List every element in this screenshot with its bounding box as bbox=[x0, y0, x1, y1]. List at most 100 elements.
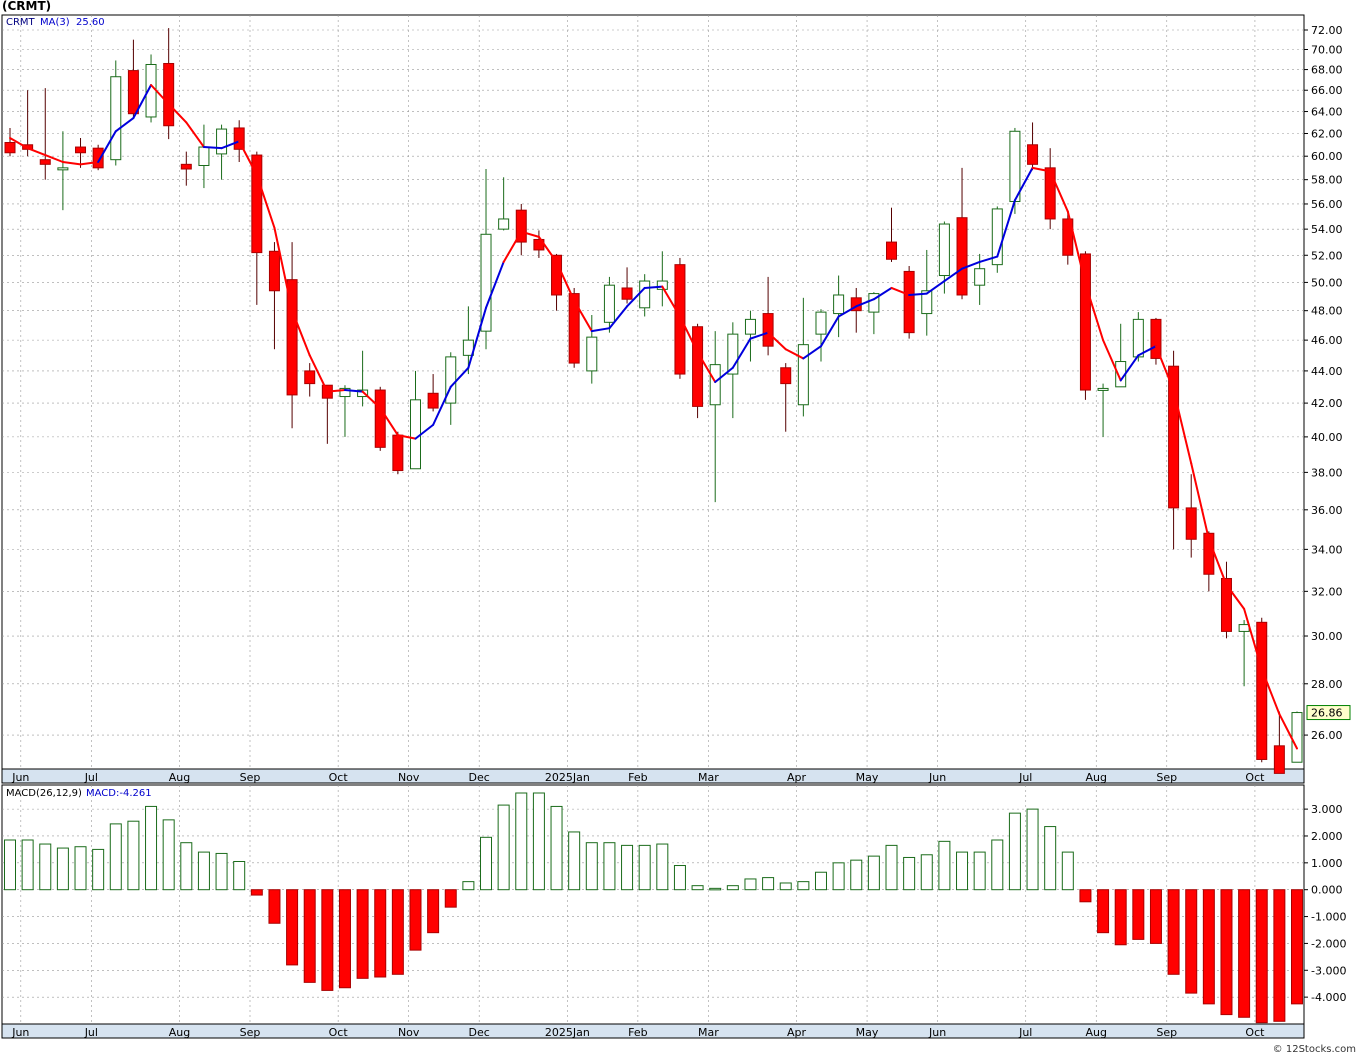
macd-bar bbox=[215, 852, 228, 891]
price-tick-label: 64.00 bbox=[1311, 106, 1343, 119]
ma3-segment bbox=[872, 286, 893, 301]
ma3-segment bbox=[1260, 668, 1281, 716]
candle-body bbox=[1256, 621, 1268, 760]
month-label: Aug bbox=[1086, 771, 1107, 784]
ma3-segment bbox=[291, 309, 311, 357]
macd-date-axis bbox=[1, 1023, 1305, 1039]
macd-bar bbox=[515, 792, 528, 891]
ma3-segment bbox=[414, 423, 435, 440]
month-label: Feb bbox=[628, 771, 647, 784]
macd-bar bbox=[956, 851, 969, 891]
macd-bar bbox=[832, 862, 845, 891]
candle-body bbox=[498, 218, 510, 230]
ma3-segment bbox=[855, 298, 875, 308]
macd-tick-label: -3.000 bbox=[1311, 964, 1346, 977]
macd-bar bbox=[1097, 889, 1110, 934]
month-label: Jun bbox=[928, 1026, 946, 1039]
month-label: Jul bbox=[84, 1026, 98, 1039]
ma3-segment bbox=[943, 267, 964, 283]
candle-body bbox=[339, 387, 351, 398]
macd-bar bbox=[673, 865, 686, 891]
candle-body bbox=[427, 392, 439, 409]
month-label: Sep bbox=[240, 771, 261, 784]
month-label: Oct bbox=[1245, 1026, 1265, 1039]
candle-body bbox=[938, 223, 950, 277]
macd-bar bbox=[1255, 889, 1268, 1024]
candle-body bbox=[762, 313, 774, 347]
macd-bar bbox=[850, 859, 863, 891]
candle-body bbox=[974, 268, 986, 286]
macd-bar bbox=[1149, 889, 1162, 944]
ma3-segment bbox=[784, 348, 805, 360]
ma3-segment bbox=[1031, 166, 1052, 173]
candle-body bbox=[1044, 167, 1056, 220]
macd-bar bbox=[74, 846, 87, 891]
macd-bar bbox=[409, 889, 422, 951]
macd-bar bbox=[532, 792, 545, 891]
macd-bar bbox=[480, 836, 493, 891]
candle-body bbox=[1238, 624, 1250, 632]
candle-body bbox=[1027, 144, 1039, 165]
macd-bar bbox=[39, 843, 52, 891]
macd-bar bbox=[356, 889, 369, 979]
ma3-segment bbox=[379, 407, 399, 437]
price-tick-label: 30.00 bbox=[1311, 630, 1343, 643]
ma3-segment bbox=[802, 345, 822, 360]
price-tick-label: 50.00 bbox=[1311, 276, 1343, 289]
candle-body bbox=[1079, 253, 1091, 391]
macd-legend-label: MACD(26,12,9) bbox=[6, 788, 82, 799]
macd-bar bbox=[991, 839, 1004, 891]
ma3-segment bbox=[1207, 538, 1228, 586]
candle-body bbox=[127, 70, 139, 115]
candle-body bbox=[75, 146, 87, 154]
ma3-segment bbox=[9, 136, 29, 150]
macd-bar bbox=[920, 854, 933, 891]
month-label: May bbox=[856, 1026, 879, 1039]
site-credit: © 12Stocks.com bbox=[1272, 1044, 1356, 1055]
candle-body bbox=[780, 367, 792, 385]
macd-tick-label: 0.000 bbox=[1311, 884, 1343, 897]
month-label: Feb bbox=[628, 1026, 647, 1039]
ma3-segment bbox=[1154, 345, 1175, 392]
price-tick-label: 40.00 bbox=[1311, 431, 1343, 444]
ma3-segment bbox=[220, 140, 241, 150]
ma3-segment bbox=[44, 154, 64, 163]
candle-body bbox=[603, 284, 615, 323]
month-label: Oct bbox=[1245, 771, 1265, 784]
candle-body bbox=[1132, 318, 1144, 358]
macd-bar bbox=[726, 885, 739, 891]
macd-bar bbox=[497, 804, 510, 891]
candle-body bbox=[92, 147, 104, 169]
macd-bar bbox=[250, 889, 263, 896]
macd-bar bbox=[127, 820, 140, 891]
ma3-segment bbox=[361, 390, 382, 410]
ma3-segment bbox=[1190, 462, 1210, 541]
candle-body bbox=[480, 233, 492, 332]
candle-body bbox=[727, 333, 739, 375]
macd-bar bbox=[1185, 889, 1198, 994]
candle-body bbox=[180, 163, 192, 170]
macd-bar bbox=[938, 840, 951, 891]
ma3-segment bbox=[978, 255, 999, 263]
macd-bar bbox=[762, 877, 775, 891]
candle-body bbox=[57, 167, 69, 171]
macd-bar bbox=[268, 889, 281, 924]
month-label: Apr bbox=[787, 771, 807, 784]
ma3-segment bbox=[1049, 170, 1069, 213]
month-label: Apr bbox=[787, 1026, 807, 1039]
ma3-segment bbox=[643, 285, 664, 289]
last-price-label: 26.86 bbox=[1311, 707, 1343, 720]
macd-bar bbox=[444, 889, 457, 908]
macd-bar bbox=[4, 839, 16, 891]
month-label: Jul bbox=[84, 771, 98, 784]
ma3-segment bbox=[608, 305, 629, 330]
candle-body bbox=[163, 62, 175, 127]
ma3-segment bbox=[467, 306, 488, 369]
macd-bar bbox=[427, 889, 440, 934]
price-tick-label: 62.00 bbox=[1311, 128, 1343, 141]
candle-body bbox=[674, 264, 686, 375]
month-label: 2025Jan bbox=[545, 771, 590, 784]
month-label: Mar bbox=[698, 771, 719, 784]
price-tick-label: 58.00 bbox=[1311, 174, 1343, 187]
legend-ma-label: MA(3) bbox=[40, 17, 70, 28]
